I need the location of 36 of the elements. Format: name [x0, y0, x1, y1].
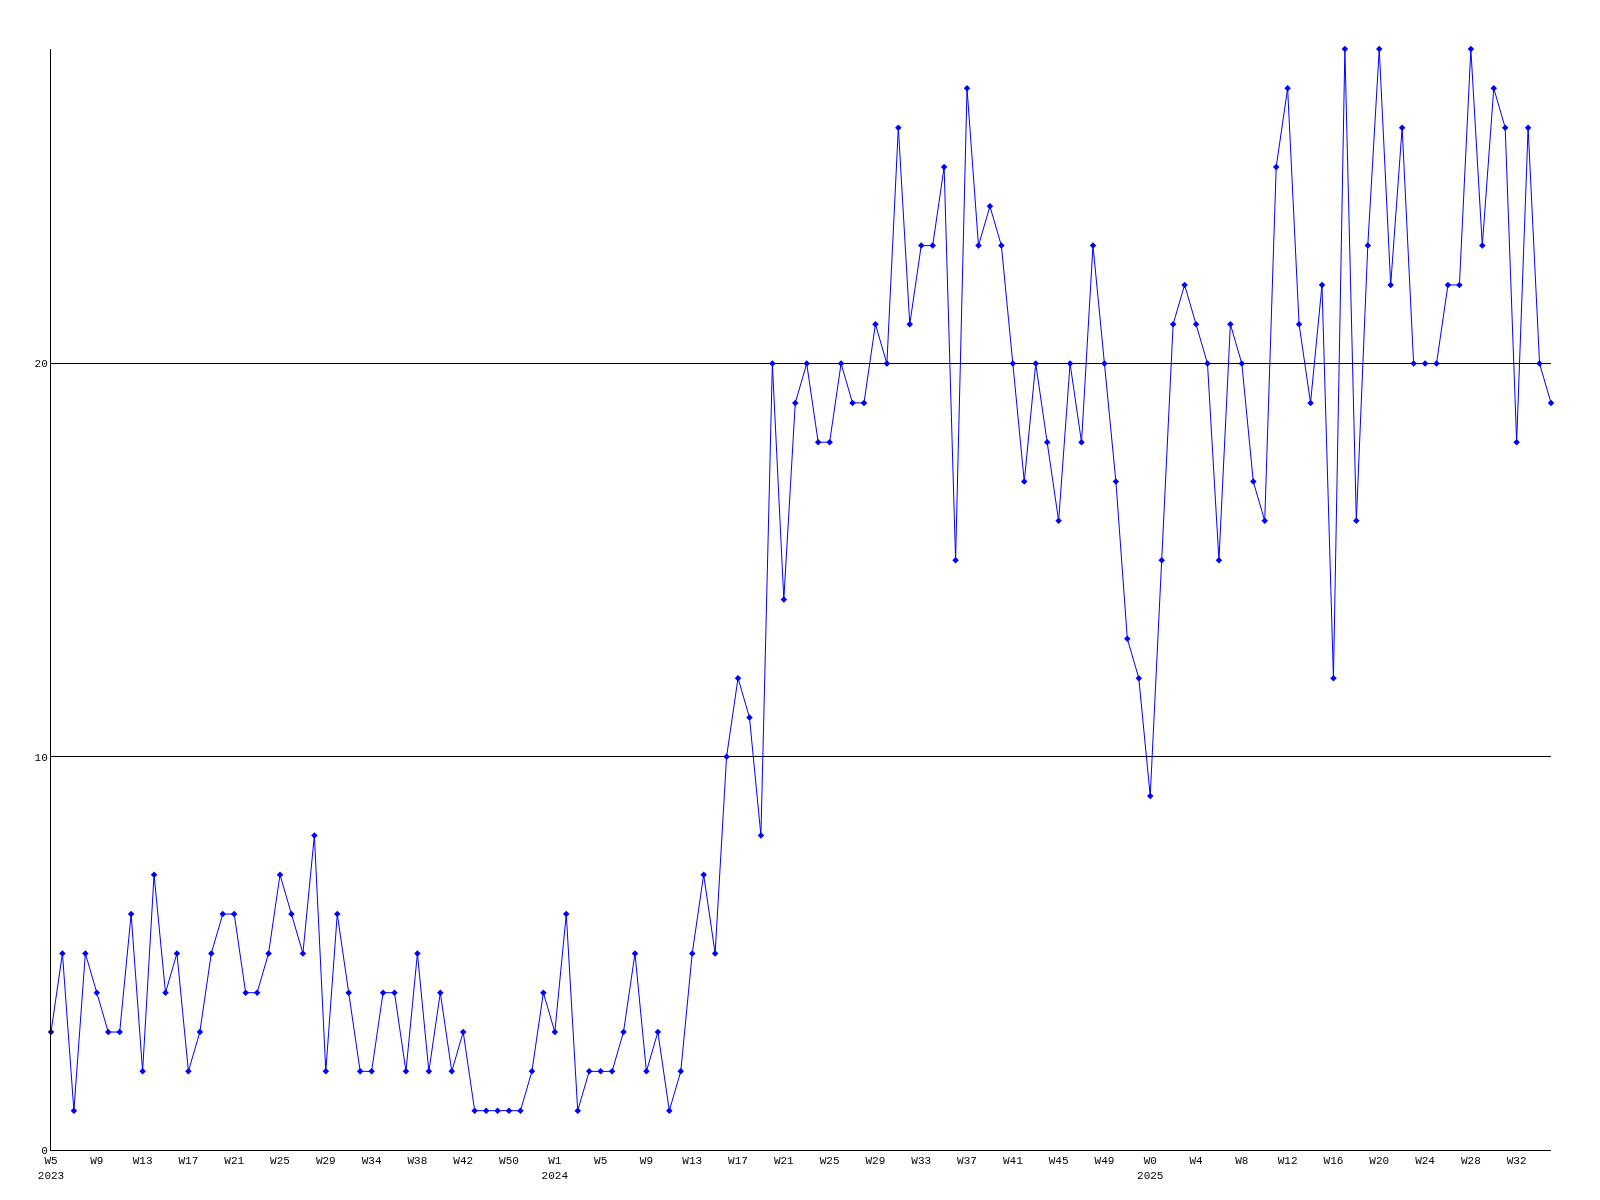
x-tick-label: W5 2023 [37, 1155, 65, 1182]
x-tick-label: W49 [1094, 1155, 1115, 1168]
x-tick-label: W20 [1369, 1155, 1390, 1168]
x-tick-label: W32 [1506, 1155, 1527, 1168]
y-tick-label: 0 [41, 1144, 48, 1157]
x-tick-label: W25 [270, 1155, 290, 1168]
x-tick-label: W8 [1235, 1155, 1249, 1168]
x-tick-label: W12 [1277, 1155, 1298, 1168]
x-tick-label: W9 [639, 1155, 654, 1168]
x-tick-label: W16 [1323, 1155, 1344, 1168]
x-tick-label: W28 [1460, 1155, 1481, 1168]
x-tick-label: W5 [594, 1155, 608, 1168]
x-tick-label: W17 [728, 1155, 748, 1168]
x-tick-label: W29 [315, 1155, 336, 1168]
x-tick-label: W33 [911, 1155, 932, 1168]
x-tick-label: W17 [178, 1155, 199, 1168]
y-tick-label: 10 [34, 751, 48, 764]
x-tick-label: W42 [453, 1155, 474, 1168]
y-tick-label: 20 [34, 358, 48, 371]
x-tick-label: W24 [1415, 1155, 1436, 1168]
x-tick-label: W9 [90, 1155, 104, 1168]
x-tick-label: W38 [407, 1155, 428, 1168]
x-tick-label: W21 [773, 1155, 795, 1168]
x-tick-label: W37 [957, 1155, 977, 1168]
x-tick-label: W21 [224, 1155, 245, 1168]
x-tick-label: W13 [682, 1155, 703, 1168]
x-tick-label: W50 [499, 1155, 519, 1168]
x-tick-label: W4 [1189, 1155, 1204, 1168]
x-tick-label: W41 [1002, 1155, 1024, 1168]
x-tick-label: W34 [361, 1155, 382, 1168]
x-tick-label: W29 [865, 1155, 886, 1168]
x-tick-label: W25 [819, 1155, 840, 1168]
x-tick-label: W1 2024 [541, 1155, 569, 1182]
x-tick-label: W13 [132, 1155, 153, 1168]
x-tick-label: W0 2025 [1137, 1155, 1164, 1182]
x-tick-label: W45 [1048, 1155, 1069, 1168]
